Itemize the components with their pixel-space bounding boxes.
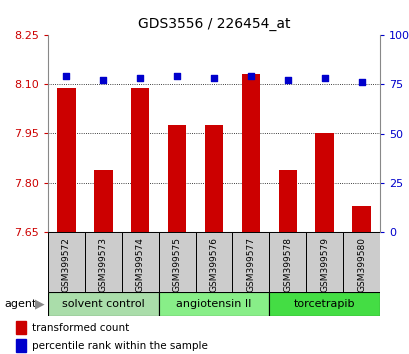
Point — [247, 74, 254, 79]
Point — [100, 78, 106, 83]
Text: ▶: ▶ — [35, 297, 44, 310]
Bar — [269, 232, 306, 292]
Bar — [16, 320, 26, 334]
Bar — [48, 232, 85, 292]
Point — [173, 74, 180, 79]
Bar — [167, 125, 186, 232]
Text: GSM399577: GSM399577 — [246, 237, 255, 292]
Text: GSM399579: GSM399579 — [319, 237, 328, 292]
Bar — [158, 232, 195, 292]
Bar — [278, 170, 296, 232]
Text: angiotensin II: angiotensin II — [176, 299, 251, 309]
Title: GDS3556 / 226454_at: GDS3556 / 226454_at — [137, 17, 290, 31]
Text: GSM399573: GSM399573 — [99, 237, 108, 292]
Bar — [232, 232, 269, 292]
Bar — [306, 232, 342, 292]
Text: percentile rank within the sample: percentile rank within the sample — [32, 341, 208, 351]
Text: GSM399578: GSM399578 — [283, 237, 292, 292]
Text: GSM399572: GSM399572 — [62, 237, 71, 292]
Text: GSM399575: GSM399575 — [172, 237, 181, 292]
Bar — [315, 133, 333, 232]
Point — [210, 75, 217, 81]
Text: GSM399576: GSM399576 — [209, 237, 218, 292]
Bar — [48, 292, 158, 316]
Bar — [342, 232, 379, 292]
Point — [284, 78, 290, 83]
Bar — [16, 338, 26, 352]
Bar — [204, 125, 222, 232]
Text: agent: agent — [4, 299, 36, 309]
Bar — [131, 87, 149, 232]
Text: solvent control: solvent control — [62, 299, 144, 309]
Text: transformed count: transformed count — [32, 323, 129, 333]
Text: torcetrapib: torcetrapib — [293, 299, 355, 309]
Bar — [94, 170, 112, 232]
Text: GSM399580: GSM399580 — [356, 237, 365, 292]
Bar — [241, 74, 259, 232]
Bar — [158, 292, 269, 316]
Bar — [351, 206, 370, 232]
Point — [137, 75, 143, 81]
Point — [63, 74, 70, 79]
Bar — [85, 232, 121, 292]
Bar — [195, 232, 232, 292]
Bar — [269, 292, 379, 316]
Text: GSM399574: GSM399574 — [135, 237, 144, 292]
Bar — [121, 232, 158, 292]
Bar — [57, 87, 76, 232]
Point — [321, 75, 327, 81]
Point — [357, 79, 364, 85]
